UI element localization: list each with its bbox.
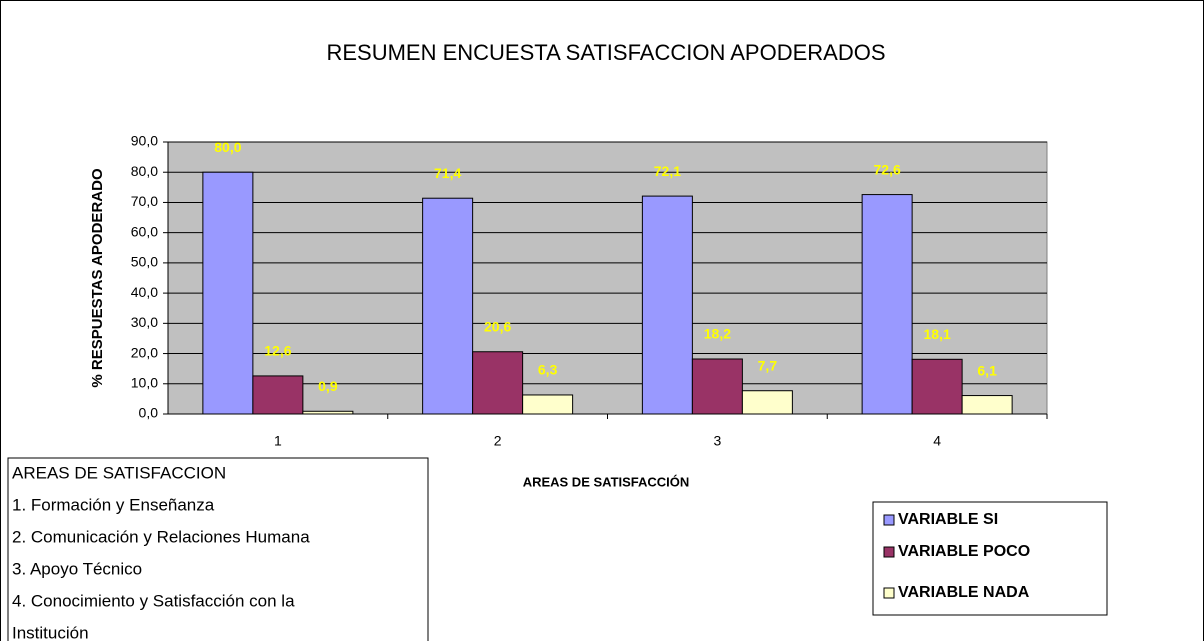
value-label: 6,1 <box>977 362 997 378</box>
y-tick-label: 60,0 <box>131 223 158 239</box>
y-tick-label: 40,0 <box>131 284 158 300</box>
y-tick-label: 0,0 <box>139 405 159 421</box>
annotation-item: Institución <box>12 623 89 641</box>
value-label: 7,7 <box>758 357 778 373</box>
y-axis-label: % RESPUESTAS APODERADO <box>89 168 106 388</box>
annotation-box <box>7 457 429 641</box>
bar <box>691 358 743 415</box>
bar <box>422 197 474 415</box>
value-label: 72,6 <box>874 161 901 177</box>
annotation-item: 1. Formación y Enseñanza <box>12 495 215 514</box>
y-tick-label: 20,0 <box>131 344 158 360</box>
bar <box>741 390 793 415</box>
y-tick-label: 80,0 <box>131 163 158 179</box>
legend-label: VARIABLE SI <box>898 511 998 528</box>
value-label: 80,0 <box>214 139 241 155</box>
bar <box>522 394 574 415</box>
value-label: 0,9 <box>318 378 338 394</box>
value-label: 12,6 <box>264 343 291 359</box>
x-tick-label: 3 <box>713 433 721 449</box>
y-tick-label: 30,0 <box>131 314 158 330</box>
y-tick-label: 70,0 <box>131 193 158 209</box>
value-label: 6,3 <box>538 362 558 378</box>
value-label: 18,2 <box>704 326 731 342</box>
annotation-item: 4. Conocimiento y Satisfacción con la <box>12 591 295 610</box>
value-label: 18,1 <box>924 326 951 342</box>
y-tick-label: 90,0 <box>131 133 158 149</box>
value-label: 71,4 <box>434 165 461 181</box>
annotation-item: 2. Comunicación y Relaciones Humana <box>12 527 310 546</box>
legend <box>872 501 1108 616</box>
bar <box>202 171 254 415</box>
y-tick-label: 10,0 <box>131 374 158 390</box>
x-tick-label: 2 <box>494 433 502 449</box>
bar <box>961 395 1013 415</box>
legend-swatch <box>883 546 895 558</box>
x-axis-label: AREAS DE SATISFACCIÓN <box>523 474 690 489</box>
legend-label: VARIABLE NADA <box>898 584 1030 601</box>
legend-swatch <box>883 587 895 599</box>
bar <box>911 358 963 415</box>
annotation-item: 3. Apoyo Técnico <box>12 559 142 578</box>
x-tick-label: 1 <box>274 433 282 449</box>
annotation-title: AREAS DE SATISFACCION <box>12 463 226 482</box>
bar <box>472 351 524 415</box>
chart-title: RESUMEN ENCUESTA SATISFACCION APODERADOS <box>326 40 885 65</box>
bar <box>252 375 304 415</box>
bar <box>861 194 913 415</box>
value-label: 72,1 <box>654 163 681 179</box>
legend-swatch <box>883 514 895 526</box>
x-tick-label: 4 <box>933 433 941 449</box>
value-label: 20,6 <box>484 318 511 334</box>
legend-label: VARIABLE POCO <box>898 543 1030 560</box>
bar <box>641 195 693 415</box>
y-tick-label: 50,0 <box>131 254 158 270</box>
